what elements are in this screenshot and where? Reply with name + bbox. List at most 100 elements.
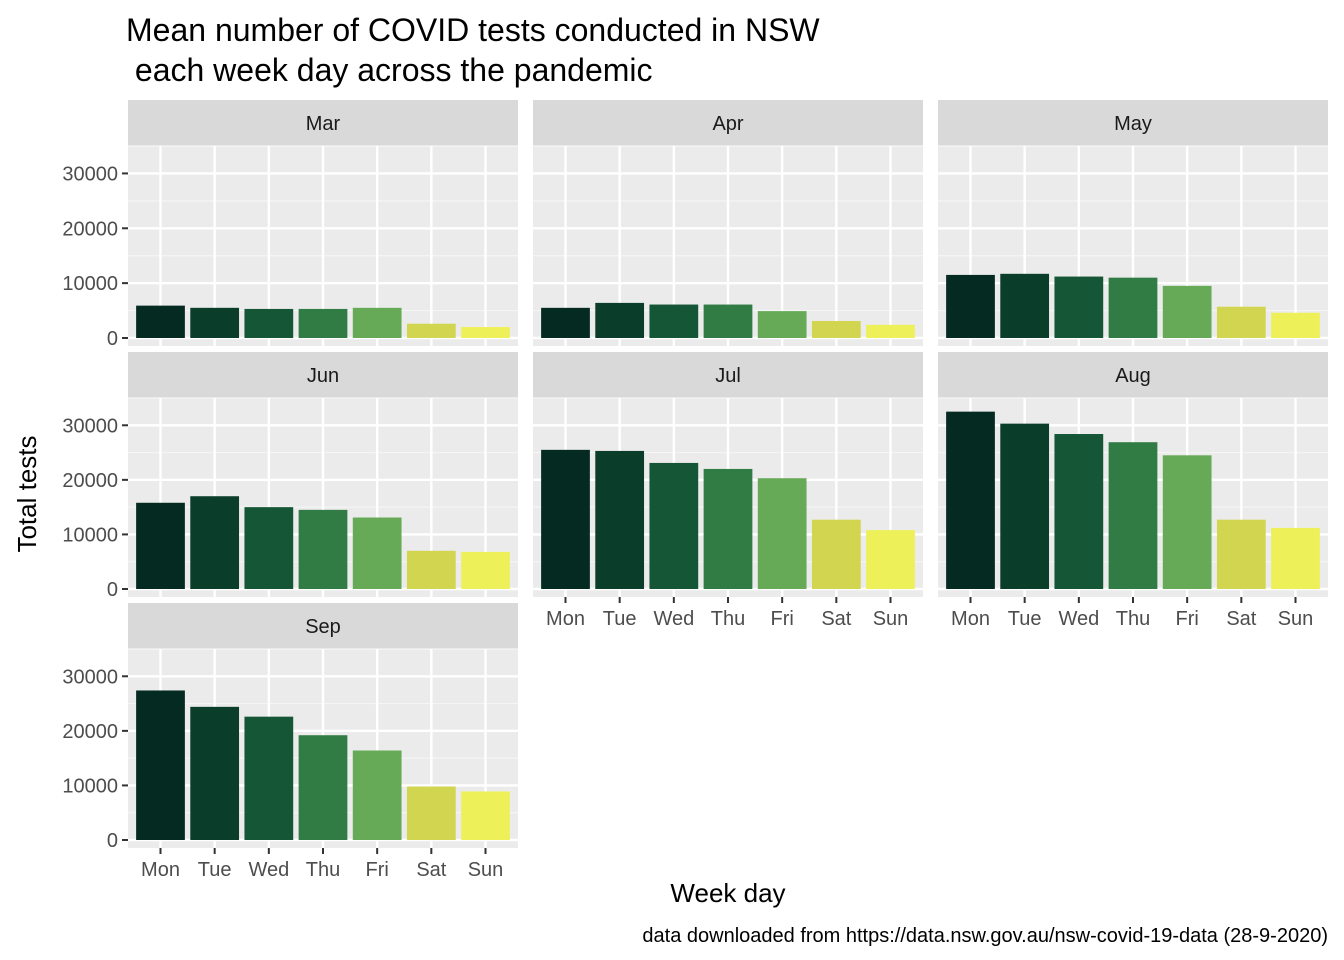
bar-jul-fri [757, 478, 807, 589]
bar-aug-sat [1216, 519, 1266, 589]
bar-jun-wed [244, 507, 294, 589]
bar-apr-fri [757, 311, 807, 338]
x-tick-label: Thu [711, 608, 745, 630]
bar-aug-thu [1108, 442, 1158, 589]
bar-mar-fri [352, 307, 402, 338]
x-tick-label: Sat [416, 859, 446, 881]
bar-sep-wed [244, 716, 294, 840]
x-tick-label: Wed [1058, 608, 1099, 630]
bar-jul-thu [703, 468, 753, 589]
bar-may-tue [1000, 273, 1050, 338]
facet-strip [533, 352, 923, 398]
y-tick-label: 20000 [62, 218, 118, 240]
x-tick-label: Mon [141, 859, 180, 881]
bar-jul-sun [866, 530, 915, 589]
y-tick-label: 30000 [62, 666, 118, 688]
bar-may-wed [1054, 276, 1104, 338]
x-tick-label: Fri [771, 608, 794, 630]
facet-strip [938, 352, 1328, 398]
bar-mar-mon [136, 305, 185, 338]
bar-sep-thu [298, 735, 348, 840]
bar-aug-tue [1000, 423, 1050, 589]
y-tick-label: 30000 [62, 415, 118, 437]
bar-apr-wed [649, 304, 699, 338]
x-tick-label: Mon [951, 608, 990, 630]
bar-jul-wed [649, 462, 699, 589]
x-tick-label: Mon [546, 608, 585, 630]
y-tick-label: 10000 [62, 524, 118, 546]
y-tick-label: 0 [107, 328, 118, 350]
bar-jun-thu [298, 509, 348, 589]
facet-strip [533, 100, 923, 146]
bar-sep-tue [190, 706, 240, 840]
x-tick-label: Tue [603, 608, 637, 630]
chart-title: Mean number of COVID tests conducted in … [126, 12, 820, 88]
y-tick-label: 30000 [62, 163, 118, 185]
bar-aug-sun [1271, 527, 1320, 589]
bar-mar-wed [244, 308, 294, 338]
bar-apr-sat [811, 320, 861, 338]
facet-panel-mar: Mar 0 10000 20000 30000 [62, 100, 518, 350]
bar-sep-mon [136, 690, 185, 840]
y-tick-label: 10000 [62, 775, 118, 797]
x-axis-title: Week day [670, 878, 785, 908]
y-axis-title: Total tests [12, 435, 42, 552]
bar-aug-mon [946, 411, 995, 589]
x-tick-label: Tue [198, 859, 232, 881]
x-tick-label: Thu [1116, 608, 1150, 630]
bar-sep-sun [461, 791, 510, 840]
bar-apr-sun [866, 324, 915, 338]
x-tick-label: Tue [1008, 608, 1042, 630]
bar-mar-thu [298, 308, 348, 338]
facet-panel-jun: Jun 0 10000 20000 30000 [62, 352, 518, 601]
y-tick-label: 10000 [62, 273, 118, 295]
x-tick-label: Wed [248, 859, 289, 881]
x-tick-label: Fri [366, 859, 389, 881]
x-tick-label: Sun [1278, 608, 1314, 630]
bar-apr-thu [703, 304, 753, 338]
facet-strip-label: Jun [307, 365, 339, 387]
facet-strip [938, 100, 1328, 146]
bar-sep-sat [406, 786, 456, 840]
facet-panel-aug: Aug Mon Tue Wed Thu Fri Sat Sun [938, 352, 1328, 630]
bar-aug-wed [1054, 434, 1104, 589]
bar-mar-tue [190, 307, 240, 338]
bar-mar-sun [461, 327, 510, 338]
bar-jun-tue [190, 496, 240, 589]
bar-may-sat [1216, 306, 1266, 338]
x-tick-label: Sun [468, 859, 504, 881]
bar-jun-sat [406, 550, 456, 589]
bar-jun-sun [461, 551, 510, 589]
bar-may-fri [1162, 285, 1212, 338]
bar-jul-sat [811, 519, 861, 589]
bar-may-mon [946, 274, 995, 338]
bar-may-sun [1271, 312, 1320, 338]
x-tick-label: Sat [821, 608, 851, 630]
bar-jul-tue [595, 450, 645, 589]
bar-apr-tue [595, 302, 645, 338]
x-tick-label: Sun [873, 608, 909, 630]
y-tick-label: 0 [107, 830, 118, 852]
bar-aug-fri [1162, 455, 1212, 589]
facet-strip-label: Apr [712, 113, 743, 135]
x-tick-label: Thu [306, 859, 340, 881]
facet-panel-apr: Apr [533, 100, 923, 346]
facet-strip-label: Sep [305, 616, 341, 638]
x-tick-label: Sat [1226, 608, 1256, 630]
facet-strip [128, 603, 518, 649]
bar-jun-mon [136, 502, 185, 589]
bar-mar-sat [406, 323, 456, 338]
facet-panel-may: May [938, 100, 1328, 346]
bar-apr-mon [541, 307, 590, 338]
bar-jun-fri [352, 517, 402, 589]
facet-strip-label: Jul [715, 365, 741, 387]
y-tick-label: 20000 [62, 721, 118, 743]
bar-jul-mon [541, 449, 590, 589]
bar-sep-fri [352, 750, 402, 840]
y-tick-label: 20000 [62, 470, 118, 492]
x-tick-label: Fri [1176, 608, 1199, 630]
y-tick-label: 0 [107, 579, 118, 601]
facet-strip-label: Mar [306, 113, 341, 135]
facet-strip [128, 100, 518, 146]
